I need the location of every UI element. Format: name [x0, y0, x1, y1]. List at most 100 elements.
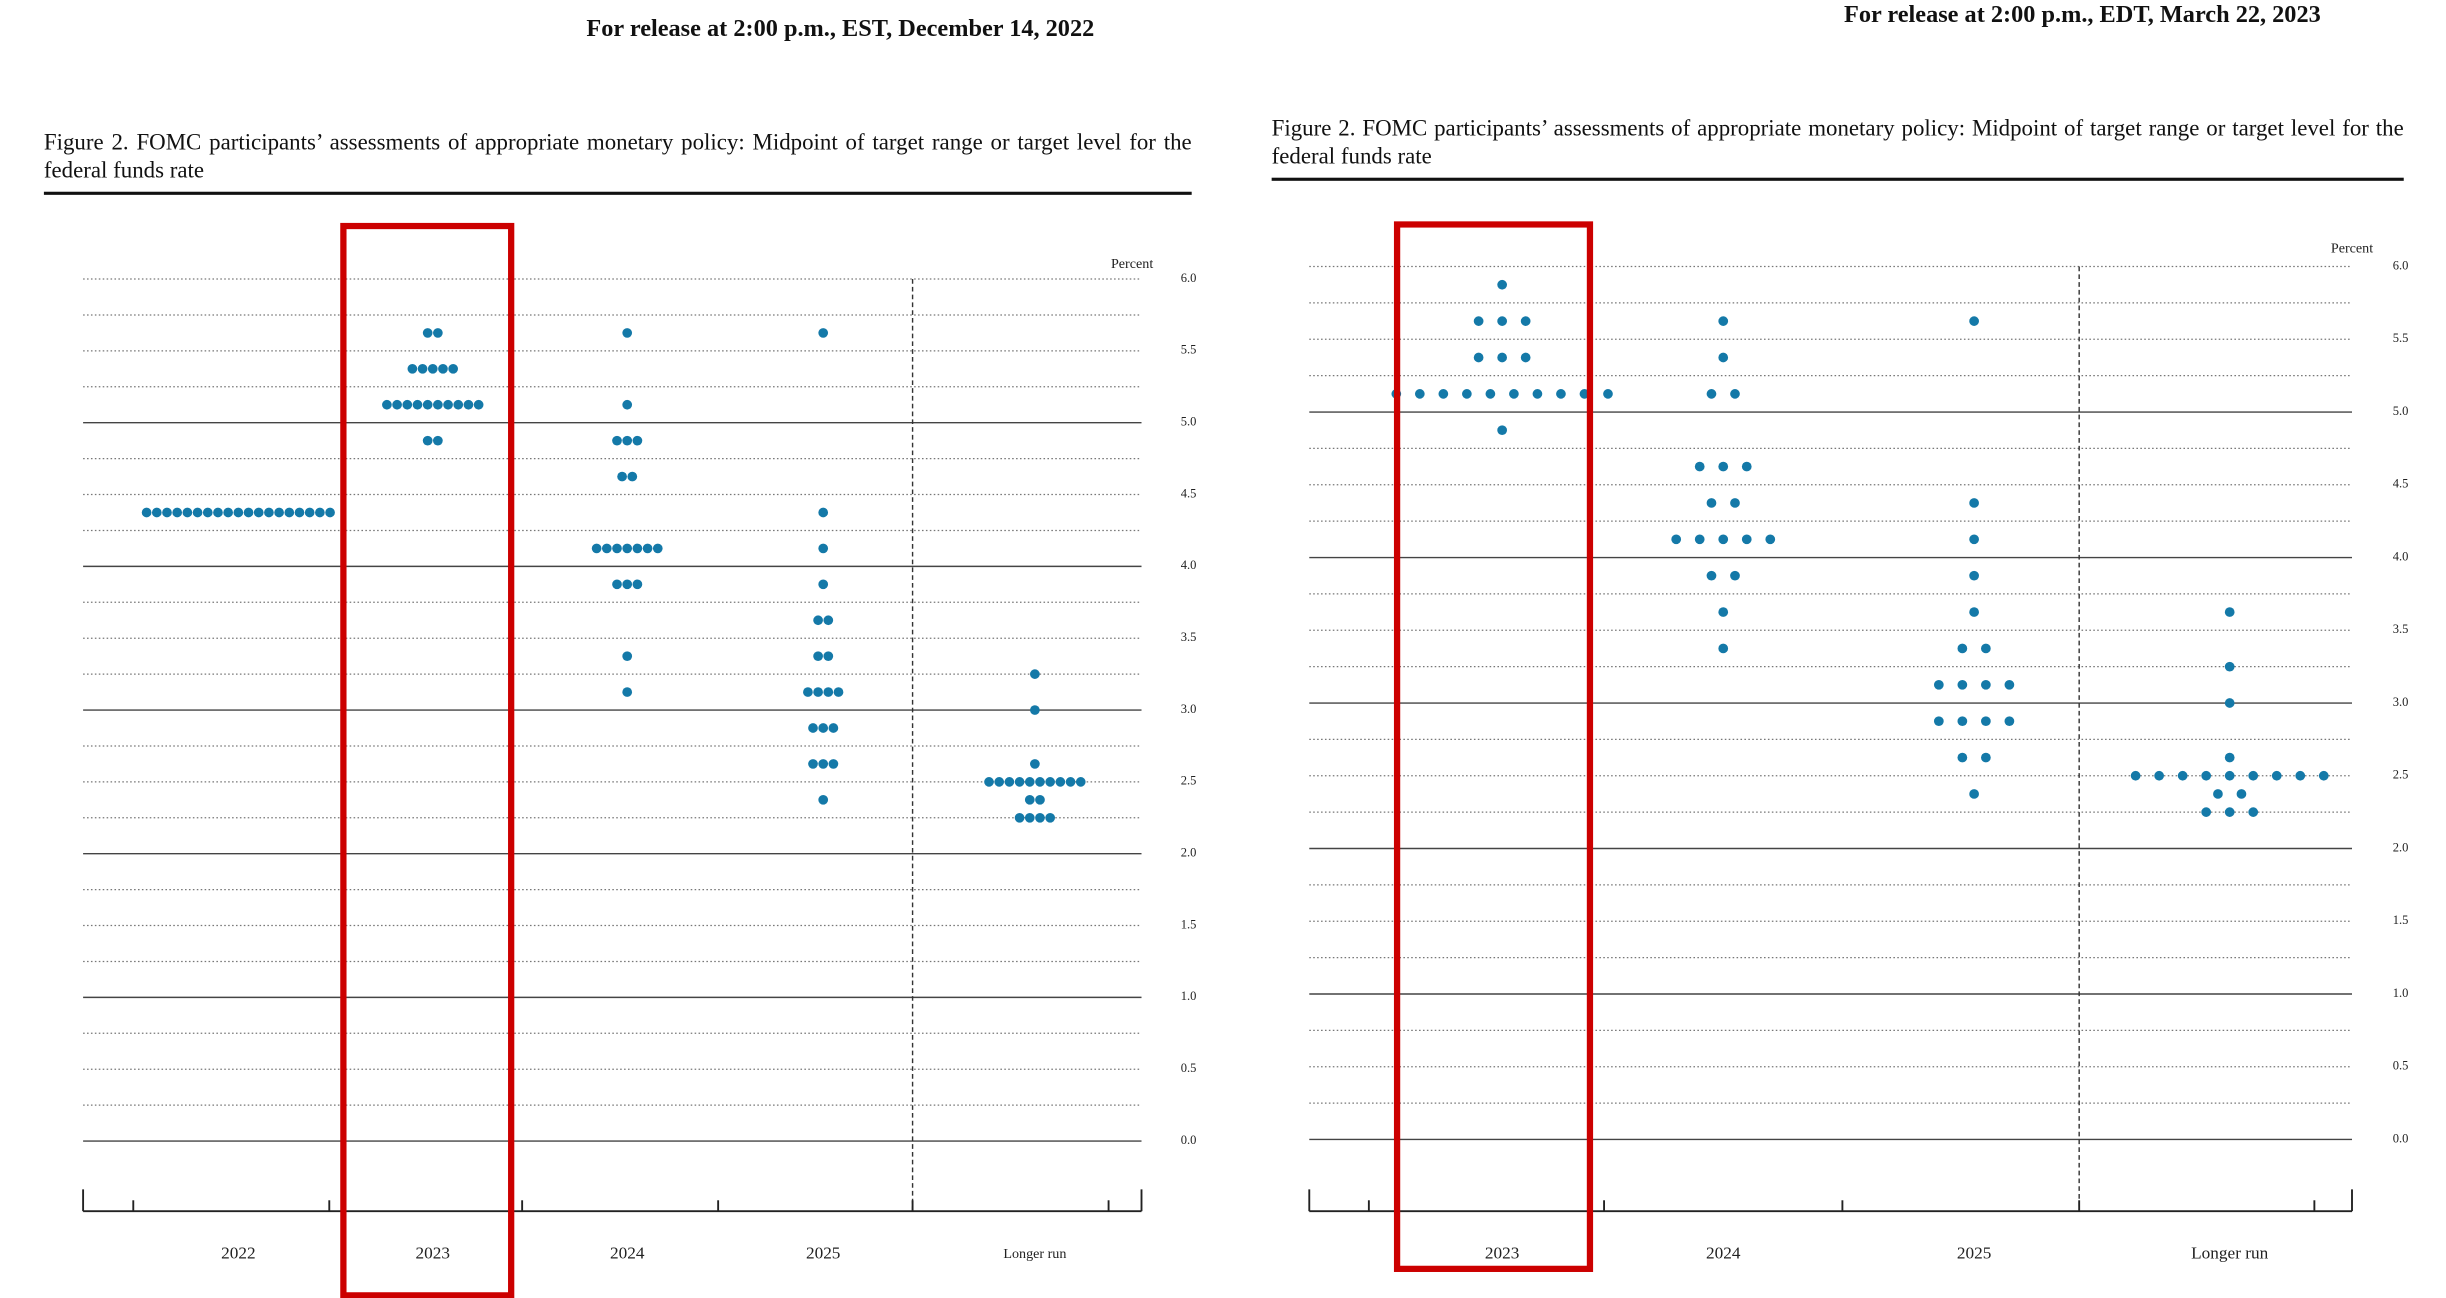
x-tick-label: 2023: [416, 1244, 450, 1263]
dot: [612, 543, 622, 554]
highlight-box: [340, 222, 515, 1298]
dot: [1981, 680, 1991, 690]
release-line: For release at 2:00 p.m., EDT, March 22,…: [1843, 1, 2321, 29]
dot: [818, 759, 829, 769]
dot: [823, 615, 834, 626]
dot: [151, 507, 162, 518]
figure-title: Figure 2. FOMC participants’ assessments…: [43, 130, 1192, 184]
dot: [463, 399, 474, 410]
dot: [1981, 643, 1991, 654]
dot: [833, 687, 844, 697]
dot: [627, 471, 638, 482]
dot: [1969, 316, 1979, 326]
dot: [402, 399, 413, 410]
dot: [1438, 389, 1449, 399]
y-tick-label: 1.5: [2393, 913, 2409, 927]
dot: [1969, 498, 1979, 508]
dot: [382, 399, 392, 410]
dot: [1718, 607, 1729, 617]
dot: [1694, 461, 1705, 472]
dot: [473, 399, 484, 410]
dot: [1497, 352, 1508, 363]
dot: [202, 507, 213, 518]
dot: [813, 615, 823, 626]
y-tick-label: 1.0: [2393, 986, 2409, 1000]
dot: [315, 507, 325, 518]
y-tick-label: 0.5: [2393, 1059, 2409, 1073]
dot: [1035, 812, 1045, 823]
dot: [1065, 777, 1076, 787]
dot: [2248, 807, 2259, 817]
dot: [2004, 716, 2015, 727]
figure-title: Figure 2. FOMC participants’ assessments…: [1271, 116, 2404, 170]
dot: [1414, 389, 1425, 399]
dot: [1004, 777, 1015, 787]
dot: [1024, 794, 1035, 805]
dot: [622, 579, 633, 590]
dot: [1730, 389, 1740, 399]
dot: [433, 399, 443, 410]
dot: [1706, 498, 1717, 508]
dot: [1030, 669, 1040, 679]
dot: [632, 543, 643, 554]
dot: [1509, 389, 1519, 399]
dot: [1741, 534, 1752, 545]
dot: [1014, 812, 1025, 823]
y-tick-label: 2.0: [2393, 840, 2409, 854]
dot: [2004, 680, 2015, 690]
dot: [2224, 807, 2235, 817]
dot: [453, 399, 464, 410]
dot: [2224, 698, 2235, 708]
x-tick-label: Longer run: [2191, 1244, 2268, 1263]
dot: [2224, 752, 2235, 763]
dot: [1706, 389, 1717, 399]
dot: [427, 363, 438, 374]
dot: [1694, 534, 1705, 545]
dot: [1981, 752, 1991, 763]
dot: [808, 759, 818, 769]
y-tick-label: 4.0: [1181, 558, 1197, 572]
dot: [1473, 316, 1484, 326]
x-tick-label: 2022: [221, 1244, 255, 1263]
dot: [172, 507, 183, 518]
y-tick-label: 6.0: [1181, 271, 1197, 285]
dot: [223, 507, 234, 518]
dot: [284, 507, 295, 518]
dot: [2236, 789, 2247, 799]
dot: [1014, 777, 1025, 787]
y-tick-label: 5.0: [2393, 404, 2409, 418]
dot: [1957, 643, 1968, 654]
y-tick-label: 3.5: [1181, 630, 1197, 644]
dot: [1969, 570, 1979, 581]
dot: [818, 543, 829, 554]
dot: [325, 507, 335, 518]
dot: [2318, 770, 2329, 781]
dot: [1957, 680, 1968, 690]
dot: [1671, 534, 1682, 545]
dot: [1969, 607, 1979, 617]
dot: [1730, 498, 1740, 508]
y-tick-label: 5.5: [2393, 331, 2409, 345]
title-rule: [43, 191, 1192, 195]
dot: [591, 543, 602, 554]
dot: [1718, 643, 1729, 654]
dot: [443, 399, 453, 410]
dot: [1741, 461, 1752, 472]
y-tick-label: 2.0: [1181, 846, 1197, 860]
y-tick-label: 3.5: [2393, 622, 2409, 636]
dot: [1462, 389, 1472, 399]
dot: [1765, 534, 1776, 545]
y-axis-label: Percent: [1111, 256, 1153, 272]
dot: [984, 777, 994, 787]
dot: [2201, 807, 2212, 817]
dot: [1045, 812, 1056, 823]
dot: [1981, 716, 1991, 727]
dot: [448, 363, 459, 374]
y-tick-label: 5.0: [1181, 415, 1197, 429]
y-tick-label: 4.5: [2393, 477, 2409, 491]
dot: [622, 543, 633, 554]
dot: [2224, 607, 2235, 617]
dot: [1933, 680, 1944, 690]
dot: [1075, 777, 1086, 787]
dot: [612, 579, 622, 590]
